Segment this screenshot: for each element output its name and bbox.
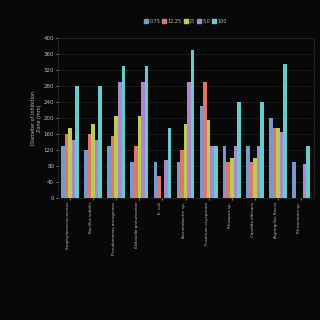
Bar [303,164,307,198]
Bar [204,82,207,198]
Bar [223,147,227,198]
Bar [168,128,172,198]
Bar [273,128,276,198]
Bar [177,163,180,198]
Bar [111,136,115,198]
Bar [84,150,88,198]
Bar [154,163,157,198]
Bar [99,86,102,198]
Bar [257,147,260,198]
Bar [61,147,65,198]
Bar [230,158,234,198]
Bar [68,128,72,198]
Bar [284,64,287,198]
Bar [253,158,257,198]
Bar [184,124,188,198]
Bar [65,134,68,198]
Bar [118,82,122,198]
Bar [164,160,168,198]
Bar [260,102,264,198]
Bar [269,118,273,198]
Bar [250,163,253,198]
Legend: 0.75, 12.25, 25, 5.0, 100: 0.75, 12.25, 25, 5.0, 100 [142,17,229,26]
Bar [157,176,161,198]
Bar [92,124,95,198]
Bar [180,150,184,198]
Bar [237,102,241,198]
Bar [131,163,134,198]
Bar [214,147,218,198]
Bar [95,140,99,198]
Y-axis label: Diameter of Inhibition
Zone (mm): Diameter of Inhibition Zone (mm) [31,92,42,145]
Bar [200,106,204,198]
Bar [234,147,237,198]
Bar [134,147,138,198]
Bar [280,132,284,198]
Bar [115,116,118,198]
Bar [76,86,79,198]
Bar [276,128,280,198]
Bar [227,163,230,198]
Bar [145,66,148,198]
Bar [191,50,195,198]
Bar [211,147,214,198]
Bar [141,82,145,198]
Bar [246,147,250,198]
Bar [292,163,296,198]
Bar [138,116,141,198]
Bar [122,66,125,198]
Bar [108,147,111,198]
Bar [207,120,211,198]
Bar [307,147,310,198]
Bar [72,140,76,198]
Bar [88,134,92,198]
Bar [188,82,191,198]
